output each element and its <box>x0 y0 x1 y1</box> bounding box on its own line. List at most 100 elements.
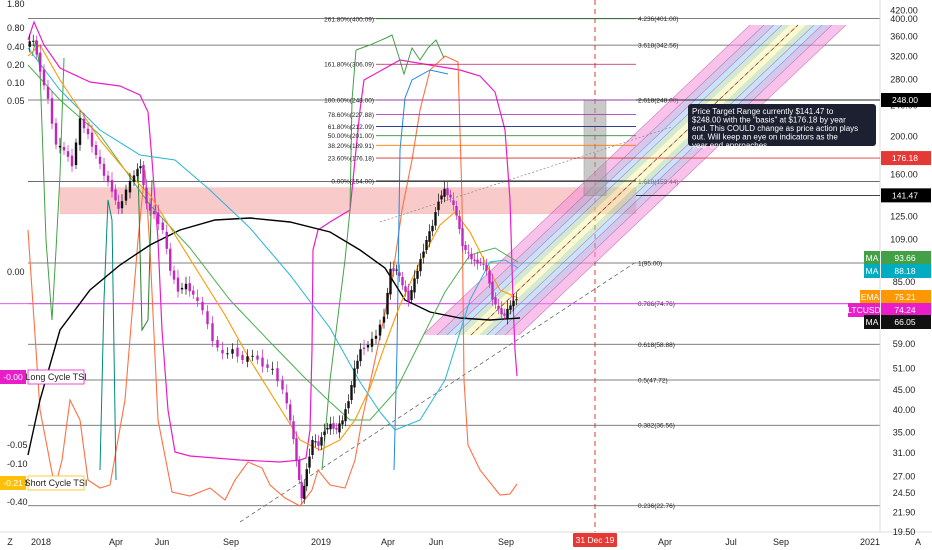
indicator-value-label: 66.05 <box>894 317 916 327</box>
candle-body <box>285 392 288 404</box>
candle-body <box>314 441 317 443</box>
x-axis-tick: Jun <box>155 537 170 547</box>
x-axis-tick: Jul <box>725 537 737 547</box>
candle-body <box>188 283 191 292</box>
indicator-value-label: 88.18 <box>894 266 916 276</box>
right-axis-tick: 35.00 <box>893 428 916 438</box>
candle-body <box>86 128 90 135</box>
candle-body <box>382 316 386 323</box>
candle-body <box>169 248 172 271</box>
candle-body <box>42 69 46 86</box>
candle-body <box>117 201 120 209</box>
right-axis-tick: 59.00 <box>893 339 916 349</box>
tsi-name-box <box>27 369 85 385</box>
x-axis-tick: Apr <box>109 537 123 547</box>
candle-body <box>428 231 431 242</box>
candle-body <box>74 142 78 165</box>
right-axis-tick: 85.00 <box>893 277 916 287</box>
x-axis-tick: Sep <box>223 537 239 547</box>
candle-body <box>226 353 229 355</box>
x-axis-tick: Jun <box>429 537 444 547</box>
candle-body <box>329 423 332 430</box>
candle-body <box>148 203 152 211</box>
candle-body <box>184 283 188 290</box>
right-axis-tick: 280.00 <box>890 74 918 84</box>
ma-cyan-line <box>27 47 519 431</box>
candle-body <box>231 349 234 354</box>
candle-body <box>452 200 455 205</box>
fib-extension-label: 0.5(47.72) <box>638 377 668 384</box>
indicator-name-box <box>860 290 880 304</box>
candle-body <box>389 268 392 295</box>
candle-body <box>128 180 132 193</box>
tsi-spike-line <box>393 69 449 471</box>
candle-body <box>455 205 458 216</box>
retracement-label: 161.80%(306.09) <box>324 62 374 69</box>
candle-body <box>145 187 148 204</box>
candle-body <box>476 259 479 264</box>
candle-body <box>509 305 512 310</box>
candle-body <box>276 368 279 382</box>
candle-body <box>449 194 452 198</box>
annotation-box <box>688 104 876 146</box>
candle-body <box>359 349 362 362</box>
candle-body <box>347 401 350 409</box>
candle-body <box>305 469 308 487</box>
left-axis-tick: -0.40 <box>7 497 28 507</box>
indicator-name-label: MA <box>866 266 879 276</box>
candle-body <box>256 355 259 360</box>
candle-body <box>443 188 446 197</box>
short-cycle-tsi-line <box>27 55 518 507</box>
regression-channel-layer <box>239 24 847 523</box>
candle-body <box>124 189 128 201</box>
candle-body <box>378 324 382 336</box>
right-axis-tick: 21.90 <box>893 507 916 517</box>
indicator-name-box <box>848 303 880 317</box>
indicator-name-label: EMA <box>861 292 880 302</box>
candle-body <box>401 276 404 286</box>
tsi-spike-line <box>99 199 117 481</box>
candle-body <box>300 482 303 499</box>
x-axis-tick: Apr <box>381 537 395 547</box>
candle-body <box>392 268 395 272</box>
fib-extension-label: 4.236(401.00) <box>638 16 678 23</box>
candle-body <box>341 420 344 425</box>
candle-body <box>353 368 356 388</box>
right-axis-tick: 420.00 <box>890 6 918 16</box>
date-highlight-label: 31 Dec 19 <box>576 535 615 545</box>
candle-body <box>110 180 114 192</box>
candle-body <box>261 357 264 367</box>
candle-body <box>506 308 509 319</box>
right-axis-tick: 109.00 <box>890 235 918 245</box>
candle-body <box>136 169 139 177</box>
right-axis-tick: 27.00 <box>893 472 916 482</box>
candle-body <box>413 278 416 293</box>
price-tag-label: 141.47 <box>892 190 918 200</box>
right-axis-tick: 125.00 <box>890 211 918 221</box>
candle-body <box>172 270 176 280</box>
x-axis-tick: 2018 <box>31 537 51 547</box>
candle-body <box>120 201 124 209</box>
candle-body <box>211 323 214 342</box>
retracement-label: 23.60%(176.18) <box>328 156 374 163</box>
candle-body <box>356 360 359 369</box>
tsi-value-label: -0.00 <box>3 372 23 382</box>
left-axis-tick: 0.05 <box>7 96 25 106</box>
x-axis-tick: Z <box>7 537 13 547</box>
indicator-name-box <box>864 264 880 278</box>
indicator-name-label: MA <box>866 253 879 263</box>
ema-line <box>27 44 519 451</box>
candle-body <box>491 281 494 300</box>
candle-body <box>298 460 301 480</box>
indicator-name-label: LTCUSD <box>847 305 880 315</box>
candle-body <box>404 286 407 292</box>
candle-body <box>58 145 62 148</box>
candle-body <box>344 409 347 422</box>
candle-body <box>32 40 35 42</box>
candle-body <box>180 287 184 290</box>
x-axis-tick: Apr <box>658 537 672 547</box>
candle-body <box>494 297 497 305</box>
right-axis-tick: 45.00 <box>893 385 916 395</box>
candle-body <box>370 338 374 347</box>
